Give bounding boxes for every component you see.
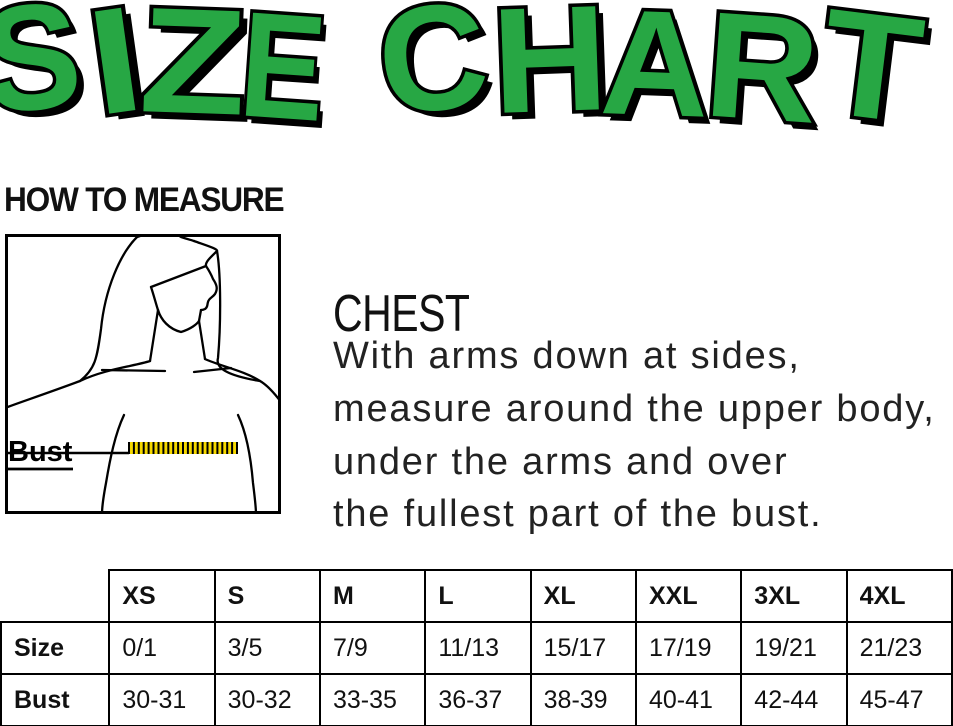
- svg-text:Bust: Bust: [8, 436, 73, 468]
